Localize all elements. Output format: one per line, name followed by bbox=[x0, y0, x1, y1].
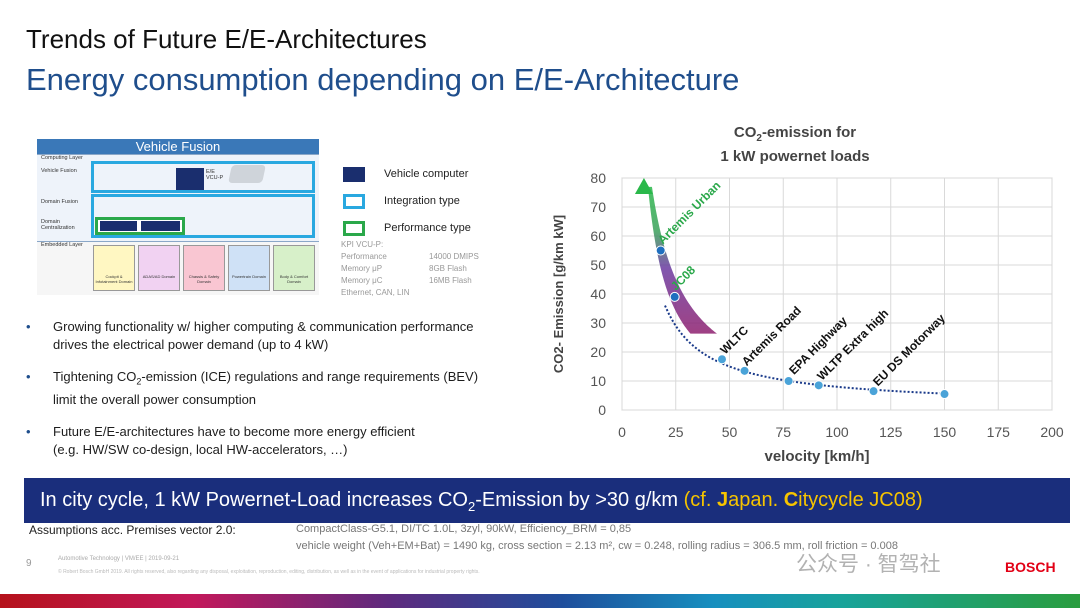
kpi-row: Memory μC 16MB Flash bbox=[341, 276, 472, 285]
domain-box-cockpit: Cockpit & Infotainment Domain bbox=[93, 245, 135, 291]
bullet-item: • Tightening CO2-emission (ICE) regulati… bbox=[26, 369, 479, 407]
x-tick-label: 150 bbox=[933, 424, 957, 440]
slide-subtitle: Energy consumption depending on E/E-Arch… bbox=[26, 62, 740, 97]
assumptions-line: CompactClass-G5.1, DI/TC 1.0L, 3zyl, 90k… bbox=[296, 523, 632, 535]
point-annotation: JC08 bbox=[668, 263, 698, 293]
chart-title-line2: 1 kW powernet loads bbox=[720, 148, 869, 165]
x-tick-label: 50 bbox=[722, 424, 738, 440]
layer-label: Computing Layer bbox=[41, 155, 83, 161]
x-tick-label: 175 bbox=[987, 424, 1011, 440]
fit-curve bbox=[664, 305, 945, 395]
y-tick-label: 30 bbox=[590, 315, 606, 331]
layer-label: Embedded Layer bbox=[41, 242, 83, 248]
y-tick-label: 70 bbox=[590, 199, 606, 215]
domain-box-chassis: Chassis & Safety Domain bbox=[183, 245, 225, 291]
bullet-item: • Future E/E-architectures have to becom… bbox=[26, 423, 415, 457]
y-tick-label: 80 bbox=[590, 170, 606, 186]
assumptions-line: vehicle weight (Veh+EM+Bat) = 1490 kg, c… bbox=[296, 540, 898, 552]
legend-swatch-performance bbox=[343, 220, 365, 236]
legend-label: Integration type bbox=[384, 195, 460, 207]
y-tick-label: 60 bbox=[590, 228, 606, 244]
y-tick-label: 10 bbox=[590, 373, 606, 389]
vcu-label: E/E VCU-P bbox=[206, 169, 224, 181]
data-point bbox=[783, 376, 794, 386]
kpi-row: Performance 14000 DMIPS bbox=[341, 252, 479, 261]
footer-color-bar bbox=[0, 594, 1080, 608]
kpi-title: KPI VCU-P: bbox=[341, 240, 384, 249]
x-tick-label: 25 bbox=[668, 424, 684, 440]
emission-band bbox=[647, 186, 717, 334]
x-tick-label: 100 bbox=[825, 424, 849, 440]
watermark: 公众号 · 智驾社 bbox=[796, 553, 941, 576]
domain-box-body: Body & Comfort Domain bbox=[273, 245, 315, 291]
chart-title: CO2-emission for bbox=[734, 124, 856, 144]
arrow-head bbox=[634, 178, 653, 194]
bosch-logo: BOSCH bbox=[1005, 559, 1056, 575]
kpi-row: Memory μP 8GB Flash bbox=[341, 264, 467, 273]
page-number: 9 bbox=[26, 558, 32, 569]
slide-title: Trends of Future E/E-Architectures bbox=[26, 24, 427, 54]
ecu-device-icon bbox=[228, 165, 266, 183]
domain-computer bbox=[141, 221, 180, 231]
data-point bbox=[716, 354, 727, 365]
domain-box-powertrain: Powertrain Domain bbox=[228, 245, 270, 291]
bullet-dot: • bbox=[26, 369, 31, 384]
data-point bbox=[669, 291, 680, 302]
data-point bbox=[813, 380, 824, 391]
bullet-list: • Growing functionality w/ higher comput… bbox=[26, 318, 526, 473]
highlight-banner: In city cycle, 1 kW Powernet-Load increa… bbox=[24, 478, 1070, 523]
y-tick-label: 20 bbox=[590, 344, 606, 360]
data-point bbox=[739, 365, 750, 376]
x-tick-label: 0 bbox=[618, 424, 626, 440]
bullet-dot: • bbox=[26, 319, 31, 334]
kpi-extra: Ethernet, CAN, LIN bbox=[341, 288, 410, 297]
legend-label: Vehicle computer bbox=[384, 168, 469, 180]
data-point bbox=[939, 389, 950, 400]
legend-swatch-integration bbox=[343, 193, 365, 209]
x-tick-label: 200 bbox=[1040, 424, 1064, 440]
legend-item: Vehicle computer bbox=[343, 163, 471, 185]
kpi-block: KPI VCU-P: Performance 14000 DMIPS Memory… bbox=[341, 239, 479, 299]
architecture-diagram: Vehicle Fusion Computing Layer Vehicle F… bbox=[37, 139, 319, 295]
chart-svg: CO2-emission for 1 kW powernet loads 0 25… bbox=[551, 124, 1064, 465]
domain-computer bbox=[100, 221, 137, 231]
domain-box-adas: ADAS/AD Domain bbox=[138, 245, 180, 291]
layer-label: Domain Fusion bbox=[41, 199, 78, 205]
y-axis-label: CO2- Emission [g/km kW] bbox=[551, 215, 566, 373]
layer-label: Domain Centralization bbox=[41, 219, 75, 231]
legend-item: Performance type bbox=[343, 217, 471, 239]
data-point bbox=[868, 386, 879, 397]
x-axis-label: velocity [km/h] bbox=[764, 448, 869, 465]
assumptions-label: Assumptions acc. Premises vector 2.0: bbox=[29, 523, 236, 537]
y-tick-label: 50 bbox=[590, 257, 606, 273]
y-tick-label: 40 bbox=[590, 286, 606, 302]
y-tick-label: 0 bbox=[598, 402, 606, 418]
point-annotation: Artemis Urban bbox=[655, 178, 723, 246]
legend-item: Integration type bbox=[343, 190, 471, 212]
bullet-item: • Growing functionality w/ higher comput… bbox=[26, 319, 474, 352]
bullet-dot: • bbox=[26, 423, 31, 439]
diagram-header: Vehicle Fusion bbox=[37, 139, 319, 154]
x-tick-label: 75 bbox=[775, 424, 791, 440]
footer-meta: Automotive Technology | VM/EE | 2019-09-… bbox=[58, 556, 180, 562]
legend-label: Performance type bbox=[384, 222, 471, 234]
footer-copyright: © Robert Bosch GmbH 2019. All rights res… bbox=[58, 569, 480, 575]
layer-label: Vehicle Fusion bbox=[41, 168, 77, 174]
legend-swatch-vehicle-computer bbox=[343, 166, 365, 182]
co2-chart: CO2-emission for 1 kW powernet loads 0 25… bbox=[545, 118, 1070, 473]
vehicle-fusion-box bbox=[91, 161, 315, 193]
vehicle-computer bbox=[176, 168, 204, 190]
x-tick-label: 125 bbox=[879, 424, 903, 440]
domain-fusion-box bbox=[91, 194, 315, 238]
data-point bbox=[655, 245, 666, 256]
legend: Vehicle computer Integration type Perfor… bbox=[343, 163, 471, 239]
